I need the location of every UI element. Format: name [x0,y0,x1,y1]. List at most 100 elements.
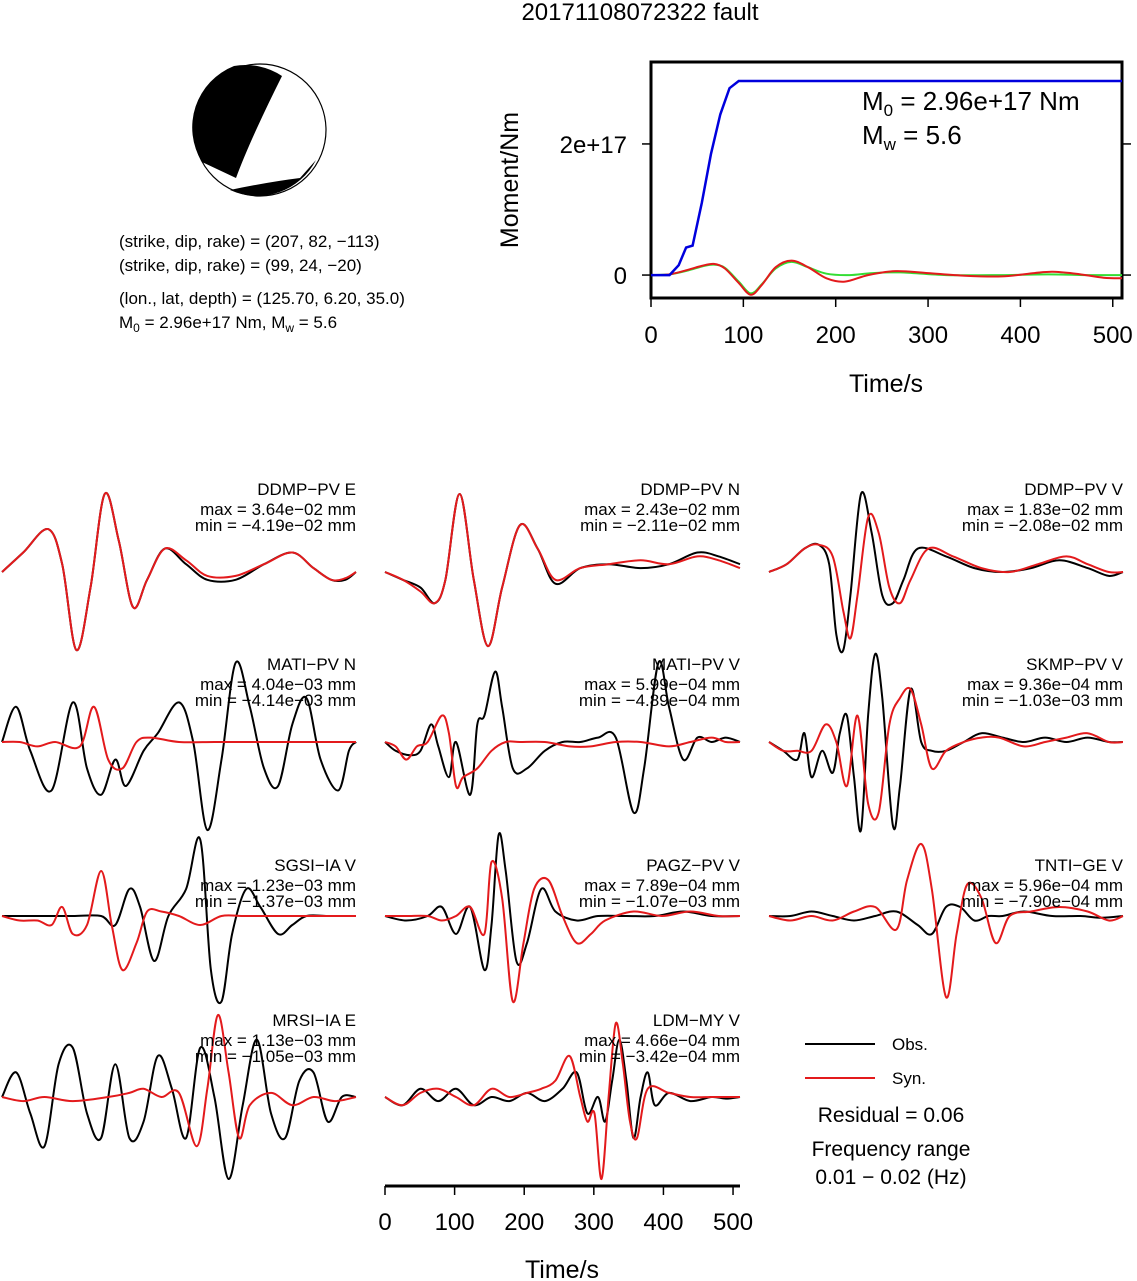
max-amplitude: max = 5.96e−04 mm [967,876,1123,895]
station-name: MATI−PV N [267,655,356,674]
synthetic-trace [1,869,356,972]
observed-trace [1,1038,357,1181]
max-amplitude: max = 2.43e−02 mm [584,500,740,519]
synthetic-trace [768,686,1124,821]
min-amplitude: min = −2.11e−02 mm [580,516,740,535]
moment-y-tick-label: 2e+17 [560,132,627,159]
moment-y-tick-label: 0 [614,263,627,290]
station-name: LDM−MY V [653,1011,741,1030]
residual-label: Residual = 0.06 [818,1104,965,1127]
max-amplitude: max = 1.13e−03 mm [200,1031,356,1050]
bottom-x-tick-label: 400 [643,1209,683,1236]
observed-trace [384,832,741,972]
synthetic-trace [1,705,356,771]
station-name: DDMP−PV E [257,480,356,499]
observed-trace [1,836,356,1004]
min-amplitude: min = −1.05e−03 mm [195,1047,356,1066]
bottom-x-tick-label: 100 [435,1209,475,1236]
moment-chart: 0 100 200 300 400 500 0 2e+17 M0 = 2.96e+17 Nm… [496,60,1133,398]
min-amplitude: min = −7.90e−04 mm [962,892,1123,911]
station-name: SGSI−IA V [274,856,356,875]
moment-x-tick-label: 400 [1000,322,1040,349]
max-amplitude: max = 5.99e−04 mm [584,675,740,694]
moment-x-tick-label: 100 [723,322,763,349]
figure-title: 20171108072322 fault [521,0,758,26]
mechanism-line-2: (strike, dip, rake) = (99, 24, −20) [119,256,362,275]
frequency-range-value: 0.01 − 0.02 (Hz) [815,1166,966,1189]
synthetic-trace [384,492,741,648]
bottom-x-tick-label: 300 [574,1209,614,1236]
min-amplitude: min = −1.37e−03 mm [195,892,356,911]
magnitude-line: M0 = 2.96e+17 Nm, Mw = 5.6 [119,313,337,335]
station-name: SKMP−PV V [1026,655,1124,674]
synthetic-trace [384,1021,740,1181]
bottom-time-axis: 0 100 200 300 400 500 Time/s [378,1184,753,1281]
cumulative-moment-line [651,79,1122,277]
observed-trace [384,660,741,814]
moment-plot-frame [649,60,1124,300]
max-amplitude: max = 7.89e−04 mm [584,876,740,895]
moment-m0-annotation: M0 = 2.96e+17 Nm [862,86,1080,120]
synthetic-trace [1,491,357,652]
beachball-icon [192,63,327,197]
observed-trace [768,652,1124,833]
observed-trace [1,660,357,832]
observed-trace [768,490,1124,654]
min-amplitude: min = −4.19e−02 mm [195,516,356,535]
min-amplitude: min = −4.14e−03 mm [195,691,356,710]
station-name: PAGZ−PV V [646,856,740,875]
station-name: TNTI−GE V [1035,856,1124,875]
synthetic-trace [384,859,741,1004]
moment-x-tick-label: 300 [908,322,948,349]
max-amplitude: max = 1.23e−03 mm [200,876,356,895]
observed-trace [768,903,1124,936]
min-amplitude: min = −1.03e−03 mm [962,691,1123,710]
moment-rate-red-line [650,259,1123,296]
bottom-x-axis-label: Time/s [525,1256,599,1281]
location-line: (lon., lat, depth) = (125.70, 6.20, 35.0… [119,289,405,308]
max-amplitude: max = 4.66e−04 mm [584,1031,740,1050]
mechanism-line-1: (strike, dip, rake) = (207, 82, −113) [119,232,379,251]
bottom-x-tick-label: 0 [378,1209,391,1236]
legend-obs-label: Obs. [892,1035,928,1054]
max-amplitude: max = 1.83e−02 mm [967,500,1123,519]
max-amplitude: max = 4.04e−03 mm [200,675,356,694]
station-name: MATI−PV V [652,655,741,674]
moment-x-tick-label: 500 [1093,322,1133,349]
mechanism-info: (strike, dip, rake) = (207, 82, −113) (s… [119,232,405,335]
moment-x-tick-label: 200 [816,322,856,349]
station-name: DDMP−PV V [1024,480,1123,499]
bottom-x-tick-label: 500 [713,1209,753,1236]
legend-syn-label: Syn. [892,1069,926,1088]
observed-trace [384,1038,741,1140]
station-name: MRSI−IA E [272,1011,356,1030]
moment-y-axis-label: Moment/Nm [496,112,524,248]
synthetic-trace [384,714,741,790]
frequency-range-label: Frequency range [812,1138,971,1161]
synthetic-trace [768,512,1124,640]
moment-x-tick-label: 0 [644,322,657,349]
min-amplitude: min = −2.08e−02 mm [962,516,1123,535]
moment-mw-annotation: Mw = 5.6 [862,120,962,154]
moment-x-axis-label: Time/s [849,370,923,398]
max-amplitude: max = 3.64e−02 mm [200,500,356,519]
min-amplitude: min = −4.89e−04 mm [579,691,740,710]
legend: Obs. Syn. [805,1035,928,1088]
synthetic-trace [768,842,1124,999]
synthetic-trace [1,1013,357,1148]
max-amplitude: max = 9.36e−04 mm [967,675,1123,694]
min-amplitude: min = −1.07e−03 mm [579,892,740,911]
bottom-x-tick-label: 200 [504,1209,544,1236]
station-name: DDMP−PV N [640,480,740,499]
